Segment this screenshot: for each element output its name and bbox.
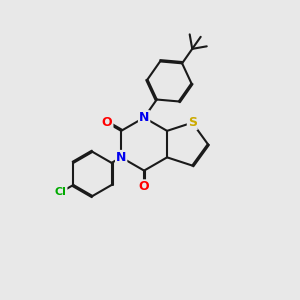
Text: O: O — [102, 116, 112, 129]
Text: Cl: Cl — [55, 187, 67, 197]
Text: N: N — [116, 151, 126, 164]
Text: N: N — [139, 111, 149, 124]
Text: S: S — [188, 116, 197, 129]
Text: O: O — [139, 180, 149, 193]
